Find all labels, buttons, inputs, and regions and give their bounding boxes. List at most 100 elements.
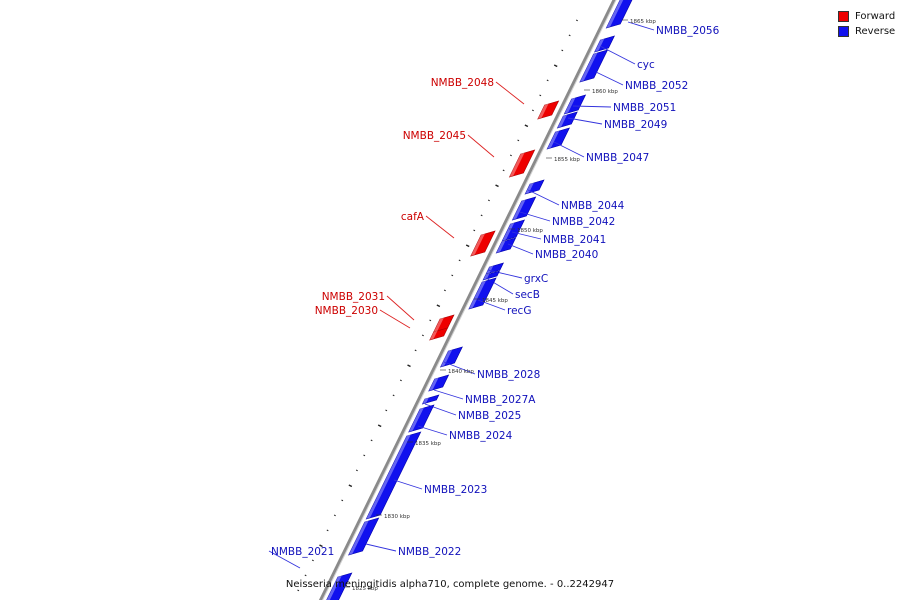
- scale-label-5: 1840 kbp: [448, 369, 474, 375]
- gene-label-nmbb_2056: NMBB_2056: [656, 25, 720, 37]
- label-leader-24: [268, 550, 301, 569]
- genome-title: Neisseria meningitidis alpha710, complet…: [285, 579, 615, 590]
- gene-highlight-9: [512, 199, 526, 220]
- tick-mark: [377, 424, 382, 428]
- tick-mark: [495, 184, 499, 188]
- gene-highlight-15: [468, 280, 487, 309]
- gene-label-cafa: cafA: [401, 211, 425, 223]
- label-leader-4: [567, 117, 603, 125]
- tick-mark: [304, 574, 307, 577]
- gene-label-nmbb_2049: NMBB_2049: [604, 119, 667, 131]
- tick-mark: [546, 79, 549, 82]
- gene-block-9: [511, 196, 537, 221]
- gene-label-nmbb_2048: NMBB_2048: [431, 77, 494, 89]
- label-leader-22: [393, 479, 423, 490]
- gene-label-nmbb_2040: NMBB_2040: [535, 249, 598, 261]
- gene-block-14: [482, 270, 501, 281]
- tick-mark: [370, 439, 373, 442]
- gene-label-nmbb_2045: NMBB_2045: [403, 130, 466, 142]
- label-leader-18: [443, 361, 476, 375]
- gene-highlight-1: [594, 38, 605, 52]
- tick-mark: [473, 229, 476, 232]
- gene-label-nmbb_2022: NMBB_2022: [398, 546, 461, 558]
- genome-axis-shadow: [322, 0, 617, 600]
- gene-highlight-19: [428, 377, 439, 391]
- tick-mark: [509, 154, 512, 157]
- label-leader-9: [519, 211, 551, 222]
- gene-highlight-10: [502, 222, 515, 241]
- label-leader-17: [379, 309, 411, 329]
- tick-mark: [297, 589, 300, 592]
- gene-label-nmbb_2030: NMBB_2030: [315, 305, 378, 317]
- gene-highlight-24: [326, 575, 342, 600]
- gene-block-2: [579, 49, 609, 83]
- scale-label-4: 1845 kbp: [482, 298, 508, 304]
- gene-label-secb: secB: [515, 289, 540, 301]
- scale-label-2: 1855 kbp: [554, 157, 580, 163]
- tick-mark: [443, 289, 446, 292]
- gene-highlight-3: [564, 97, 576, 114]
- gene-block-10: [501, 219, 526, 242]
- gene-block-17: [429, 327, 449, 341]
- scale-label-6: 1835 kbp: [415, 441, 441, 447]
- gene-highlight-12: [496, 240, 506, 253]
- gene-label-nmbb_2031: NMBB_2031: [322, 291, 385, 303]
- gene-block-0: [605, 0, 633, 29]
- tick-mark: [399, 379, 402, 382]
- gene-label-nmbb_2047: NMBB_2047: [586, 152, 649, 164]
- gene-highlight-17: [429, 330, 438, 340]
- reverse-swatch: [838, 26, 849, 37]
- legend-forward: Forward: [838, 9, 895, 24]
- tick-mark: [341, 499, 344, 502]
- gene-label-nmbb_2044: NMBB_2044: [561, 200, 625, 212]
- gene-label-cyc: cyc: [637, 59, 655, 71]
- gene-block-6: [546, 127, 570, 150]
- gene-highlight-23: [348, 520, 369, 555]
- label-leader-16: [386, 295, 415, 321]
- gene-label-nmbb_2025: NMBB_2025: [458, 410, 521, 422]
- tick-mark: [363, 454, 366, 457]
- gene-highlight-8: [525, 182, 535, 194]
- tick-mark: [553, 64, 558, 68]
- tick-mark: [480, 214, 483, 217]
- tick-mark: [458, 259, 461, 262]
- gene-block-4: [556, 111, 578, 129]
- tick-mark: [392, 394, 395, 397]
- gene-block-19: [428, 374, 450, 392]
- label-leader-0: [627, 21, 655, 31]
- label-leader-15: [477, 299, 506, 311]
- tick-mark: [517, 139, 520, 142]
- tick-mark: [319, 544, 323, 548]
- gene-highlight-6: [547, 130, 560, 149]
- label-leader-5: [495, 81, 525, 105]
- gene-block-7: [508, 149, 536, 178]
- gene-block-18: [439, 346, 463, 368]
- gene-label-nmbb_2027a: NMBB_2027A: [465, 394, 536, 406]
- forward-swatch: [838, 11, 849, 22]
- legend-reverse: Reverse: [838, 24, 895, 39]
- scale-label-3: 1850 kbp: [517, 228, 543, 234]
- label-leader-6: [553, 141, 585, 158]
- gene-block-21: [408, 404, 435, 433]
- tick-mark: [502, 169, 505, 172]
- gene-label-nmbb_2052: NMBB_2052: [625, 80, 688, 92]
- label-leader-13: [487, 269, 523, 279]
- gene-block-11: [470, 230, 496, 257]
- tick-mark: [311, 559, 314, 562]
- gene-block-12: [495, 237, 517, 254]
- genome-axis: [318, 0, 616, 600]
- gene-block-23: [348, 517, 380, 556]
- gene-highlight-20: [422, 397, 429, 404]
- gene-label-nmbb_2041: NMBB_2041: [543, 234, 606, 246]
- gene-block-3: [563, 94, 587, 115]
- gene-label-grxc: grxC: [524, 273, 548, 285]
- gene-highlight-13: [485, 265, 494, 274]
- tick-mark: [531, 109, 534, 112]
- label-leader-12: [507, 243, 534, 255]
- gene-label-recg: recG: [507, 305, 531, 317]
- tick-mark: [348, 484, 353, 488]
- tick-mark: [429, 319, 432, 322]
- tick-mark: [333, 514, 336, 517]
- legend: Forward Reverse: [838, 9, 895, 39]
